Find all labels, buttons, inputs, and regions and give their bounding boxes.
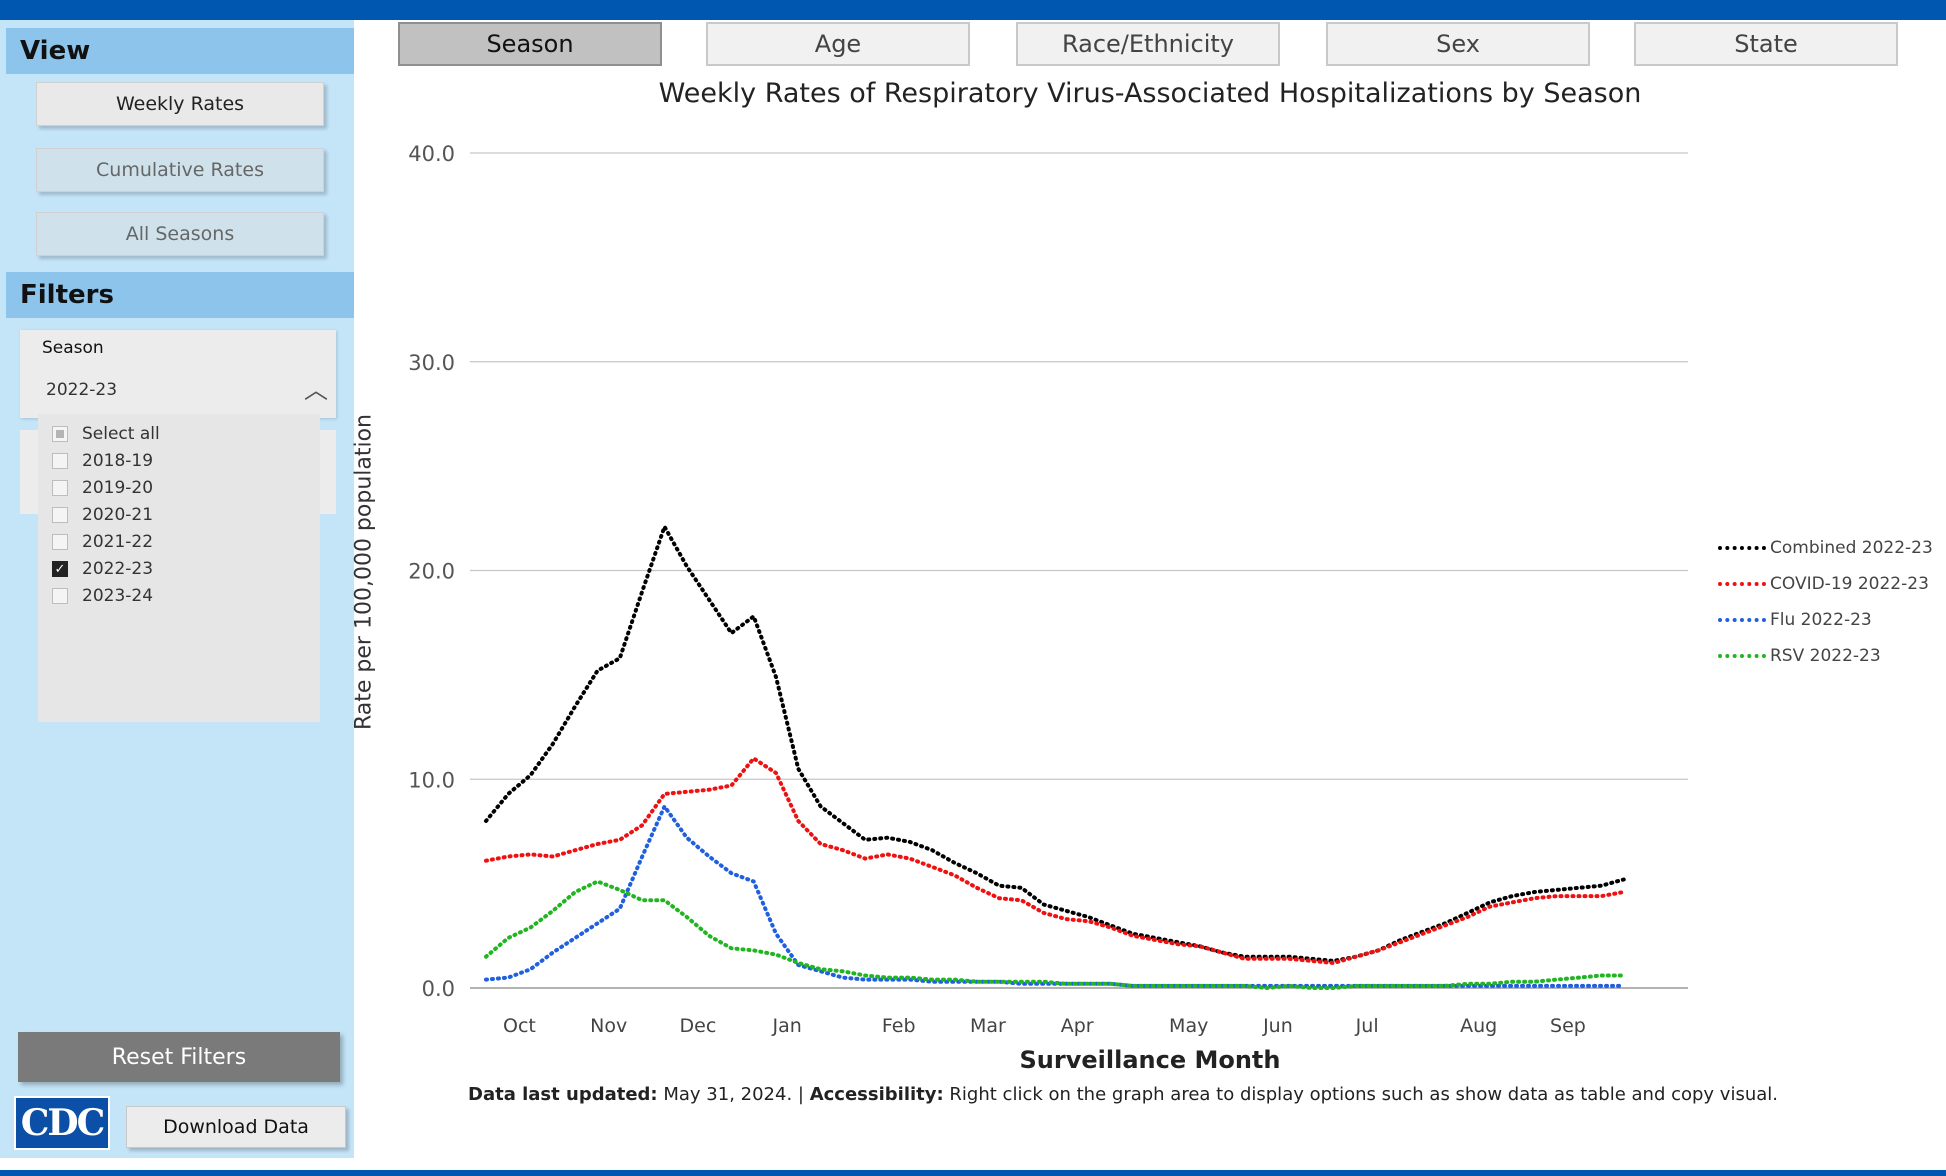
- season-option-label: 2022-23: [82, 559, 154, 579]
- y-tick-label: 10.0: [408, 768, 455, 792]
- x-tick-label: Aug: [1460, 1015, 1497, 1037]
- series-line[interactable]: [484, 879, 1626, 990]
- y-tick-label: 30.0: [408, 351, 455, 375]
- series-line[interactable]: [484, 756, 1626, 965]
- season-slicer-value[interactable]: 2022-23: [46, 380, 118, 400]
- season-slicer-title: Season: [42, 338, 104, 358]
- legend-label: Combined 2022-23: [1770, 538, 1933, 558]
- top-brand-bar: [0, 0, 1946, 20]
- x-tick-label: Apr: [1061, 1015, 1094, 1037]
- bottom-brand-bar: [0, 1170, 1946, 1176]
- reset-filters-button[interactable]: Reset Filters: [18, 1032, 340, 1082]
- x-tick-label: Oct: [503, 1015, 536, 1037]
- weekly-rates-button[interactable]: Weekly Rates: [36, 82, 324, 126]
- season-option[interactable]: 2021-22: [52, 530, 153, 554]
- updated-value: May 31, 2024. |: [657, 1084, 810, 1105]
- season-dropdown-list: Select all 2018-19 2019-20 2020-21 2021-22 ✓ 2…: [38, 414, 320, 722]
- season-option[interactable]: ✓ 2022-23: [52, 557, 153, 581]
- legend-item[interactable]: COVID-19 2022-23: [1718, 572, 1929, 596]
- all-seasons-button[interactable]: All Seasons: [36, 212, 324, 256]
- legend-swatch-icon: [1718, 582, 1766, 586]
- tab-season[interactable]: Season: [398, 22, 662, 66]
- x-tick-label: Jan: [772, 1015, 802, 1037]
- legend-swatch-icon: [1718, 618, 1766, 622]
- x-tick-label: Feb: [882, 1015, 916, 1037]
- season-option-label: 2021-22: [82, 532, 154, 552]
- checkbox-icon[interactable]: [52, 507, 68, 523]
- legend-swatch-icon: [1718, 546, 1766, 550]
- tab-age[interactable]: Age: [706, 22, 970, 66]
- legend-label: COVID-19 2022-23: [1770, 574, 1929, 594]
- season-option-label: 2018-19: [82, 451, 154, 471]
- checkbox-icon[interactable]: ✓: [52, 561, 68, 577]
- legend-label: RSV 2022-23: [1770, 646, 1881, 666]
- season-option[interactable]: 2019-20: [52, 476, 153, 500]
- checkbox-icon[interactable]: [52, 426, 68, 442]
- cumulative-rates-button[interactable]: Cumulative Rates: [36, 148, 324, 192]
- y-tick-label: 0.0: [422, 977, 455, 1001]
- season-option[interactable]: 2020-21: [52, 503, 153, 527]
- y-tick-label: 40.0: [408, 142, 455, 166]
- x-tick-label: Dec: [680, 1015, 717, 1037]
- series-line[interactable]: [484, 804, 1626, 988]
- x-tick-label: Mar: [970, 1015, 1006, 1037]
- checkbox-icon[interactable]: [52, 534, 68, 550]
- season-option[interactable]: Select all: [52, 422, 160, 446]
- chevron-up-icon[interactable]: ︿: [304, 376, 328, 404]
- checkbox-icon[interactable]: [52, 588, 68, 604]
- checkbox-icon[interactable]: [52, 480, 68, 496]
- x-tick-label: Nov: [590, 1015, 627, 1037]
- tab-sex[interactable]: Sex: [1326, 22, 1590, 66]
- season-slicer[interactable]: Season 2022-23 ︿: [20, 330, 336, 418]
- updated-label: Data last updated:: [468, 1084, 658, 1105]
- season-option[interactable]: 2018-19: [52, 449, 153, 473]
- season-option-label: Select all: [82, 424, 160, 444]
- accessibility-value: Right click on the graph area to display…: [943, 1084, 1778, 1105]
- season-option[interactable]: 2023-24: [52, 584, 153, 608]
- legend-swatch-icon: [1718, 654, 1766, 658]
- legend-item[interactable]: Combined 2022-23: [1718, 536, 1933, 560]
- season-option-label: 2019-20: [82, 478, 154, 498]
- x-tick-label: May: [1169, 1015, 1208, 1037]
- x-axis-label: Surveillance Month: [1019, 1046, 1281, 1074]
- y-axis-label: Rate per 100,000 population: [351, 413, 377, 731]
- tab-race-ethnicity[interactable]: Race/Ethnicity: [1016, 22, 1280, 66]
- x-tick-label: Sep: [1550, 1015, 1586, 1037]
- legend-item[interactable]: RSV 2022-23: [1718, 644, 1881, 668]
- tab-state[interactable]: State: [1634, 22, 1898, 66]
- cdc-logo[interactable]: CDC: [14, 1096, 110, 1150]
- accessibility-label: Accessibility:: [809, 1084, 944, 1105]
- filters-heading: Filters: [6, 272, 354, 318]
- legend-item[interactable]: Flu 2022-23: [1718, 608, 1872, 632]
- download-data-button[interactable]: Download Data: [126, 1106, 346, 1148]
- series-line[interactable]: [484, 524, 1626, 963]
- season-option-label: 2020-21: [82, 505, 154, 525]
- footnote: Data last updated: May 31, 2024. | Acces…: [468, 1084, 1778, 1105]
- chart-title: Weekly Rates of Respiratory Virus-Associ…: [658, 78, 1642, 109]
- x-tick-label: Jul: [1355, 1015, 1379, 1037]
- legend-label: Flu 2022-23: [1770, 610, 1872, 630]
- checkbox-icon[interactable]: [52, 453, 68, 469]
- view-heading: View: [6, 28, 354, 74]
- y-tick-label: 20.0: [408, 560, 455, 584]
- x-tick-label: Jun: [1262, 1015, 1293, 1037]
- season-option-label: 2023-24: [82, 586, 154, 606]
